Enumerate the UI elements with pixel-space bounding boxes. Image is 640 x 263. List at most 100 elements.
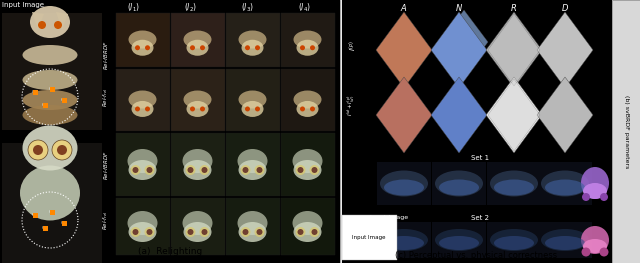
- Polygon shape: [488, 79, 540, 151]
- Circle shape: [190, 45, 195, 50]
- Ellipse shape: [494, 180, 534, 195]
- Ellipse shape: [583, 183, 607, 199]
- Circle shape: [200, 165, 209, 175]
- Circle shape: [188, 229, 193, 235]
- Ellipse shape: [294, 160, 321, 180]
- Ellipse shape: [582, 193, 590, 201]
- Ellipse shape: [582, 247, 591, 256]
- Text: $N$: $N$: [455, 2, 463, 13]
- Ellipse shape: [435, 170, 483, 196]
- Bar: [342, 215, 397, 260]
- Text: Input Image: Input Image: [2, 2, 44, 8]
- Polygon shape: [376, 77, 432, 153]
- Circle shape: [243, 229, 248, 235]
- Bar: [225, 13, 280, 67]
- Ellipse shape: [292, 211, 323, 235]
- Bar: [61, 220, 67, 225]
- Text: $R$: $R$: [511, 2, 518, 13]
- Bar: [49, 210, 54, 215]
- Text: $(l_1)$: $(l_1)$: [31, 211, 39, 219]
- Text: Set 2: Set 2: [471, 215, 489, 221]
- Polygon shape: [376, 12, 432, 88]
- Ellipse shape: [583, 239, 607, 253]
- Circle shape: [241, 227, 250, 237]
- Ellipse shape: [186, 40, 209, 56]
- Bar: [49, 87, 54, 92]
- Ellipse shape: [182, 149, 212, 173]
- Text: Set 1: Set 1: [471, 155, 489, 161]
- Ellipse shape: [545, 180, 585, 195]
- Bar: [2, 143, 102, 263]
- Bar: [33, 89, 38, 94]
- Circle shape: [147, 229, 152, 235]
- Text: Rel-$f_{rel}$: Rel-$f_{rel}$: [102, 210, 111, 230]
- Circle shape: [28, 140, 48, 160]
- Text: (c) Perceptual vs. physical correctness: (c) Perceptual vs. physical correctness: [395, 251, 557, 260]
- Circle shape: [202, 229, 207, 235]
- Text: Rel-$f$BRDF: Rel-$f$BRDF: [102, 40, 110, 70]
- Bar: [33, 213, 38, 218]
- Bar: [377, 222, 431, 258]
- Polygon shape: [486, 12, 542, 88]
- Bar: [225, 69, 280, 131]
- Ellipse shape: [435, 229, 483, 251]
- Bar: [42, 103, 47, 108]
- Bar: [432, 162, 486, 205]
- Circle shape: [52, 140, 72, 160]
- Bar: [432, 222, 486, 258]
- Text: $D$: $D$: [561, 2, 569, 13]
- Ellipse shape: [239, 31, 266, 48]
- Bar: [42, 225, 47, 230]
- Ellipse shape: [490, 170, 538, 196]
- Circle shape: [300, 45, 305, 50]
- Ellipse shape: [600, 193, 608, 201]
- Polygon shape: [56, 12, 68, 30]
- Circle shape: [132, 229, 138, 235]
- Circle shape: [190, 107, 195, 112]
- Bar: [115, 198, 170, 255]
- Bar: [487, 162, 541, 205]
- Bar: [342, 0, 612, 263]
- Bar: [538, 162, 592, 205]
- Text: $A$: $A$: [400, 2, 408, 13]
- Text: $(l_3)$: $(l_3)$: [41, 224, 49, 232]
- Bar: [280, 133, 335, 196]
- Bar: [377, 162, 431, 205]
- Circle shape: [145, 45, 150, 50]
- Ellipse shape: [22, 105, 77, 125]
- Circle shape: [255, 45, 260, 50]
- Bar: [115, 13, 170, 67]
- Ellipse shape: [184, 90, 211, 109]
- Bar: [115, 69, 170, 131]
- Circle shape: [135, 107, 140, 112]
- Circle shape: [312, 229, 317, 235]
- Circle shape: [147, 167, 152, 173]
- Bar: [538, 222, 592, 258]
- Ellipse shape: [292, 149, 323, 173]
- Circle shape: [298, 229, 303, 235]
- Bar: [170, 13, 225, 67]
- Ellipse shape: [545, 236, 585, 250]
- Ellipse shape: [439, 180, 479, 195]
- Bar: [225, 133, 280, 196]
- Circle shape: [202, 167, 207, 173]
- Circle shape: [186, 227, 195, 237]
- Circle shape: [145, 165, 154, 175]
- Text: $(l_2)$: $(l_2)$: [48, 208, 56, 216]
- Bar: [170, 133, 225, 196]
- Circle shape: [186, 165, 195, 175]
- Text: $I^{(p)}$: $I^{(p)}$: [348, 39, 359, 50]
- Circle shape: [188, 167, 193, 173]
- Ellipse shape: [22, 45, 77, 65]
- Ellipse shape: [131, 101, 154, 117]
- Circle shape: [310, 165, 319, 175]
- Ellipse shape: [129, 160, 157, 180]
- Ellipse shape: [22, 70, 77, 90]
- Circle shape: [310, 107, 315, 112]
- Circle shape: [257, 229, 262, 235]
- Circle shape: [298, 167, 303, 173]
- Bar: [280, 69, 335, 131]
- Bar: [170, 69, 225, 131]
- Circle shape: [245, 45, 250, 50]
- Circle shape: [200, 227, 209, 237]
